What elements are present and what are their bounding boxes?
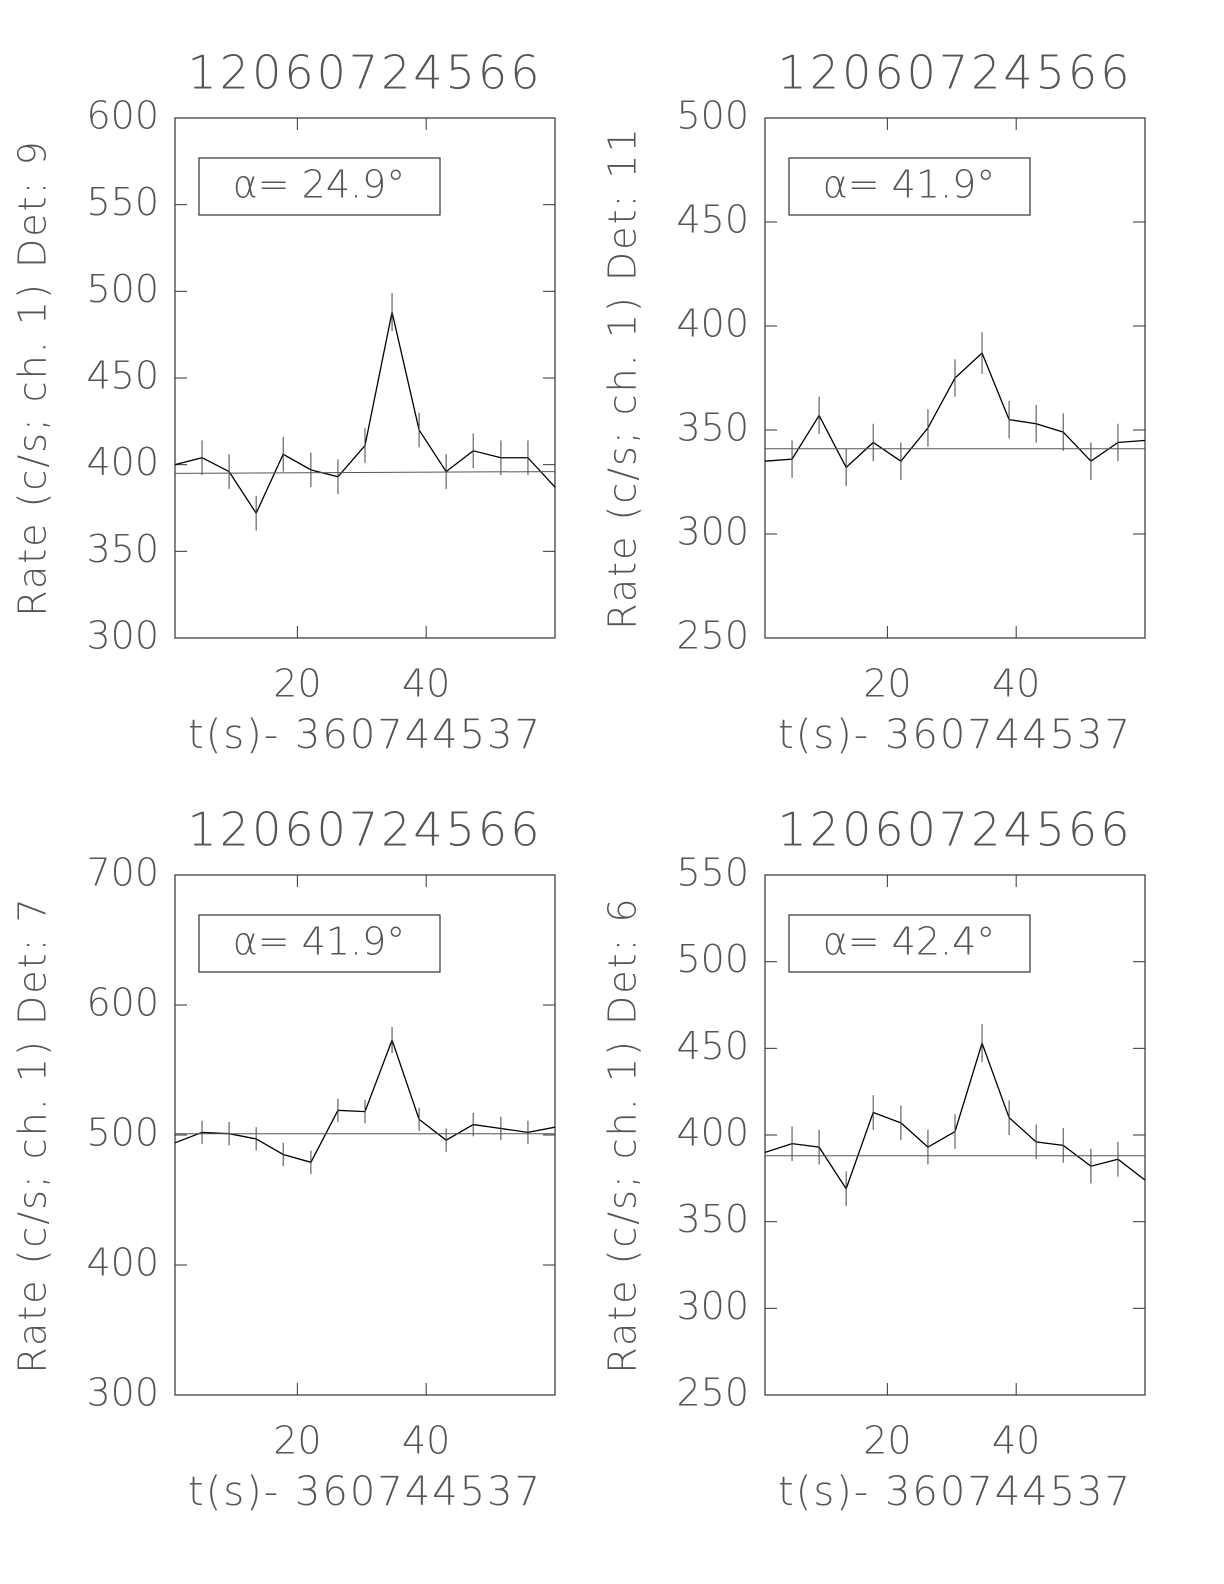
- x-tick-label: 40: [402, 1419, 450, 1463]
- y-tick-label: 500: [676, 94, 749, 138]
- x-tick-label: 20: [273, 1419, 321, 1463]
- annotation-box: [788, 914, 1031, 973]
- y-tick-label: 350: [86, 527, 159, 571]
- y-tick-label: 400: [86, 1241, 159, 1285]
- y-tick-label: 550: [676, 851, 749, 895]
- x-tick-label: 40: [402, 662, 450, 706]
- y-tick-label: 400: [86, 440, 159, 484]
- y-tick-label: 250: [676, 614, 749, 658]
- annotation-box: [198, 157, 441, 216]
- x-axis-label: t(s)- 360744537: [188, 1469, 542, 1515]
- x-axis-label: t(s)- 360744537: [778, 1469, 1132, 1515]
- x-tick-label: 20: [863, 1419, 911, 1463]
- y-axis-label: Rate (c/s; ch. 1) Det: 9: [11, 139, 55, 616]
- y-tick-label: 500: [86, 1111, 159, 1155]
- x-tick-label: 40: [992, 662, 1040, 706]
- y-tick-label: 500: [86, 267, 159, 311]
- y-tick-label: 450: [676, 1024, 749, 1068]
- x-tick-label: 20: [273, 662, 321, 706]
- x-tick-label: 40: [992, 1419, 1040, 1463]
- annotation: α= 42.4°: [823, 920, 996, 964]
- x-tick-label: 20: [863, 662, 911, 706]
- annotation-box: [198, 914, 441, 973]
- y-axis-label: Rate (c/s; ch. 1) Det: 6: [601, 896, 645, 1373]
- chart-title: 12060724566: [188, 46, 543, 100]
- y-tick-label: 400: [676, 1111, 749, 1155]
- y-tick-label: 400: [676, 302, 749, 346]
- y-tick-label: 300: [86, 614, 159, 658]
- y-tick-label: 300: [86, 1371, 159, 1415]
- annotation-box: [788, 157, 1031, 216]
- y-tick-label: 450: [676, 198, 749, 242]
- y-tick-label: 300: [676, 1284, 749, 1328]
- y-tick-label: 350: [676, 406, 749, 450]
- annotation: α= 24.9°: [233, 163, 406, 207]
- data-line: [174, 311, 556, 515]
- y-tick-label: 600: [86, 94, 159, 138]
- y-axis-label: Rate (c/s; ch. 1) Det: 11: [601, 126, 645, 629]
- background-line: [174, 471, 556, 474]
- y-tick-label: 300: [676, 510, 749, 554]
- y-tick-label: 550: [86, 180, 159, 224]
- annotation: α= 41.9°: [233, 920, 406, 964]
- y-tick-label: 250: [676, 1371, 749, 1415]
- chart-title: 12060724566: [188, 803, 543, 857]
- y-tick-label: 500: [676, 937, 749, 981]
- y-tick-label: 450: [86, 354, 159, 398]
- chart-title: 12060724566: [778, 803, 1133, 857]
- x-axis-label: t(s)- 360744537: [188, 712, 542, 758]
- y-axis-label: Rate (c/s; ch. 1) Det: 7: [11, 896, 55, 1373]
- chart-title: 12060724566: [778, 46, 1133, 100]
- y-tick-label: 350: [676, 1197, 749, 1241]
- annotation: α= 41.9°: [823, 163, 996, 207]
- y-tick-label: 600: [86, 981, 159, 1025]
- y-tick-label: 700: [86, 851, 159, 895]
- x-axis-label: t(s)- 360744537: [778, 712, 1132, 758]
- plot-frame: [764, 117, 1146, 639]
